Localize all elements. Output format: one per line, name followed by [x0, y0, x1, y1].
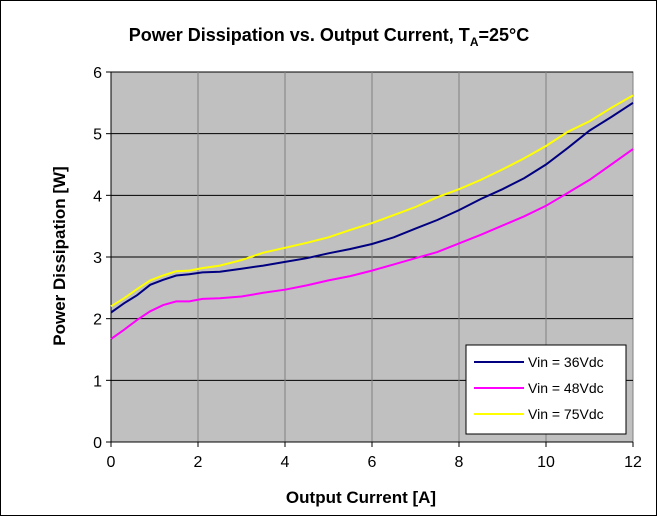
- y-tick-label: 3: [93, 250, 102, 267]
- chart-title-main: Power Dissipation vs. Output Current, T: [129, 25, 470, 45]
- legend: Vin = 36Vdc Vin = 48Vdc Vin = 75Vdc: [465, 344, 627, 435]
- x-tick-label: 6: [368, 454, 377, 471]
- series-line-2: [110, 148, 634, 340]
- y-tick-label: 5: [93, 127, 102, 144]
- y-tick-label: 6: [93, 65, 102, 82]
- chart-title-subscript: A: [470, 35, 479, 49]
- series-line-3: [110, 94, 634, 308]
- y-tick-label: 0: [93, 435, 102, 452]
- series-lines: [110, 94, 634, 340]
- legend-box: [465, 344, 627, 435]
- legend-label: Vin = 36Vdc: [528, 354, 604, 370]
- chart-title-suffix: =25°C: [478, 25, 529, 45]
- x-axis-label: Output Current [A]: [286, 488, 436, 507]
- x-tick-label: 2: [194, 454, 203, 471]
- x-tick-label: 12: [624, 454, 642, 471]
- x-tick-label: 4: [281, 454, 290, 471]
- x-tick-label: 8: [455, 454, 464, 471]
- x-tick-label: 0: [107, 454, 116, 471]
- legend-label: Vin = 48Vdc: [528, 380, 604, 396]
- series-line-1: [110, 101, 634, 314]
- y-tick-label: 4: [93, 188, 102, 205]
- x-tick-label: 10: [537, 454, 555, 471]
- y-axis-label: Power Dissipation [W]: [50, 166, 69, 345]
- y-tick-label: 2: [93, 312, 102, 329]
- y-tick-label: 1: [93, 373, 102, 390]
- legend-label: Vin = 75Vdc: [528, 406, 604, 422]
- chart-title: Power Dissipation vs. Output Current, TA…: [129, 25, 529, 49]
